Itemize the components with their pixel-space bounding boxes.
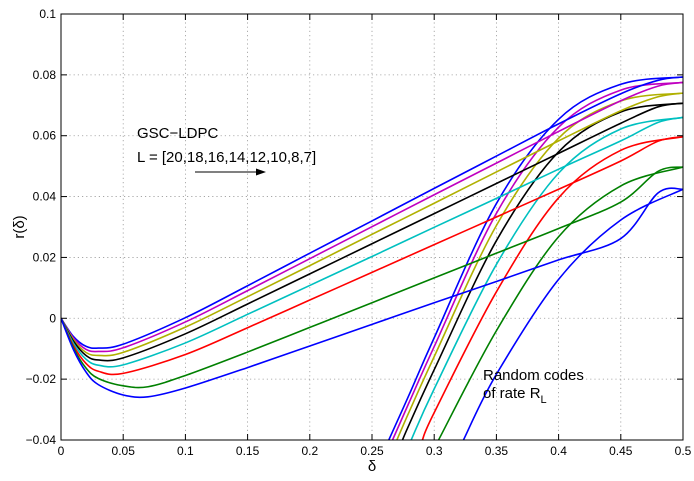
random-code-curve xyxy=(421,135,683,440)
random-codes-rate-subscript: L xyxy=(541,394,547,406)
x-tick-label: 0.3 xyxy=(426,444,443,458)
random-codes-line2: of rate RL xyxy=(483,385,547,406)
series-group xyxy=(61,76,683,440)
y-tick-label: −0.04 xyxy=(26,433,57,447)
x-tick-label: 0.25 xyxy=(360,444,384,458)
random-code-curve xyxy=(410,116,683,440)
gsc-ldpc-title: GSC−LDPC xyxy=(137,125,218,142)
y-tick-label: 0.06 xyxy=(33,129,57,143)
gsc-ldpc-curve xyxy=(61,116,683,368)
x-tick-label: 0.4 xyxy=(550,444,567,458)
random-code-curve xyxy=(388,76,683,440)
x-tick-label: 0.2 xyxy=(301,444,318,458)
random-code-curve xyxy=(437,166,683,440)
random-code-curve xyxy=(462,188,683,440)
gsc-ldpc-curve xyxy=(61,187,683,399)
axis-ticks: 0 0.05 0.1 0.15 0.2 0.25 0.3 0.35 0.4 0.45 0.5 −0.0… xyxy=(26,7,692,458)
y-axis-label: r(δ) xyxy=(11,215,28,238)
y-tick-label: 0 xyxy=(49,311,56,325)
x-tick-label: 0 xyxy=(58,444,65,458)
random-code-curve xyxy=(391,81,683,440)
grid xyxy=(61,14,683,440)
x-axis-label: δ xyxy=(368,458,376,475)
x-tick-label: 0.1 xyxy=(177,444,194,458)
gsc-ldpc-curve xyxy=(61,166,683,389)
x-tick-label: 0.5 xyxy=(675,444,692,458)
gsc-ldpc-list: L = [20,18,16,14,12,10,8,7] xyxy=(137,149,316,166)
random-codes-rate-text: of rate R xyxy=(483,385,541,402)
y-tick-label: 0.08 xyxy=(33,68,57,82)
x-tick-label: 0.15 xyxy=(236,444,260,458)
gsc-ldpc-curve xyxy=(61,81,683,353)
gsc-ldpc-curve xyxy=(61,92,683,357)
y-tick-label: 0.04 xyxy=(33,190,57,204)
gsc-ldpc-curve xyxy=(61,102,683,362)
x-tick-label: 0.45 xyxy=(609,444,633,458)
series-layer xyxy=(61,76,683,440)
y-tick-label: 0.1 xyxy=(39,7,56,21)
gsc-ldpc-curve xyxy=(61,76,683,350)
random-code-curve xyxy=(401,102,683,440)
x-tick-label: 0.35 xyxy=(485,444,509,458)
y-tick-label: −0.02 xyxy=(26,372,57,386)
arrow-head xyxy=(256,168,266,176)
direction-arrow xyxy=(195,168,266,176)
random-codes-line1: Random codes xyxy=(483,367,584,384)
gsc-ldpc-curve xyxy=(61,135,683,376)
x-tick-label: 0.05 xyxy=(112,444,136,458)
y-tick-label: 0.02 xyxy=(33,250,57,264)
